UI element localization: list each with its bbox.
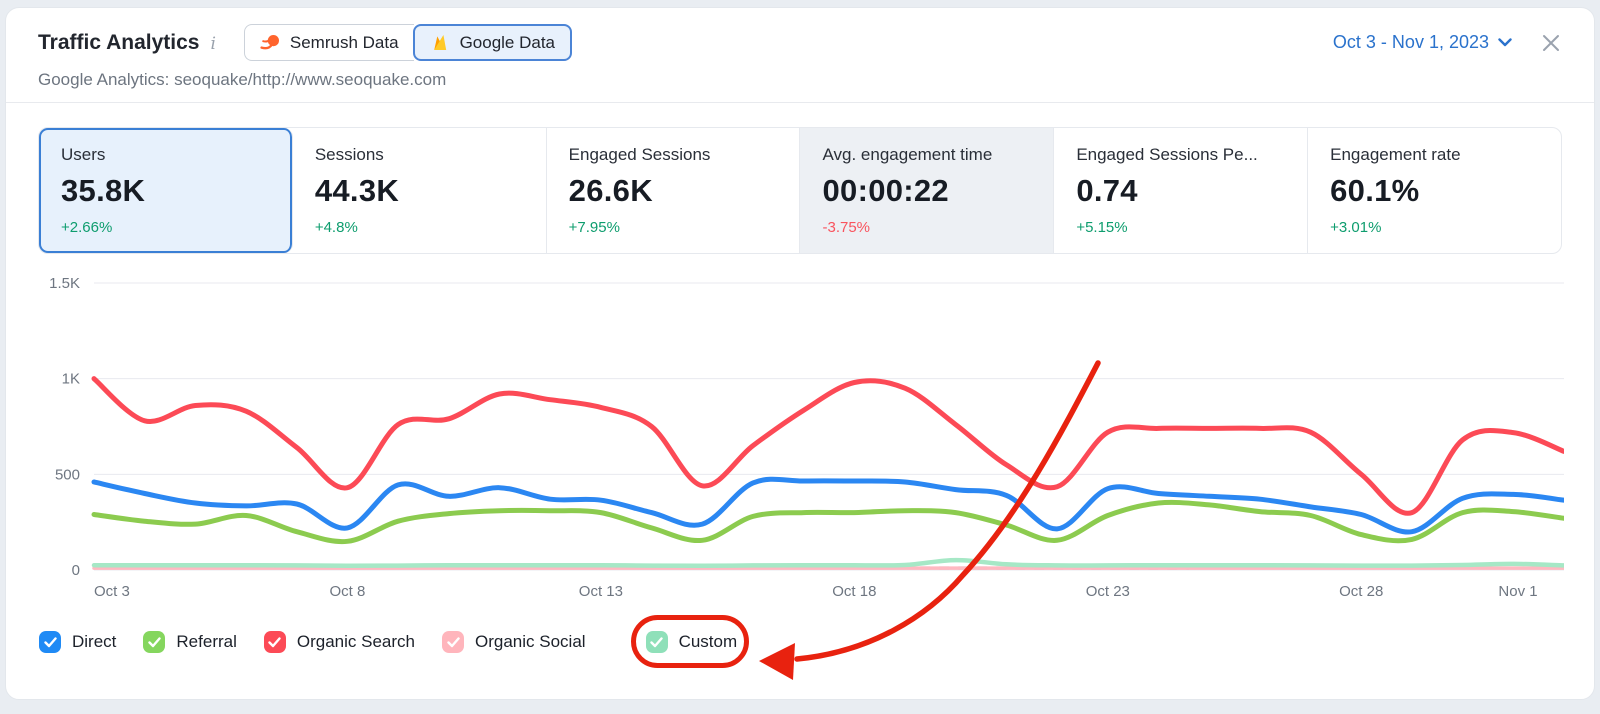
svg-text:0: 0 [72, 562, 80, 579]
metric-label: Engaged Sessions [568, 145, 711, 164]
metric-label: Users [61, 145, 106, 164]
custom-checkbox[interactable] [645, 631, 668, 653]
metric-label: Engaged Sessions Pe... [1076, 145, 1258, 164]
metric-card-users[interactable]: Users 35.8K +2.66% [39, 128, 293, 253]
ga-property-subtitle: Google Analytics: seoquake/http://www.se… [38, 70, 447, 89]
legend-label: Organic Search [296, 632, 415, 651]
metric-card-avg-engagement-time[interactable]: Avg. engagement time 00:00:22 -3.75% [800, 128, 1055, 253]
google-data-button[interactable]: Google Data [412, 24, 573, 61]
date-range-selector[interactable]: Oct 3 - Nov 1, 2023 [1333, 32, 1512, 53]
legend-item-custom[interactable]: Custom [630, 615, 750, 668]
legend-label: Direct [72, 632, 117, 651]
metric-cards-row: Users 35.8K +2.66% Sessions 44.3K +4.8% … [38, 127, 1562, 254]
metric-card-engagement-rate[interactable]: Engagement rate 60.1% +3.01% [1308, 128, 1561, 253]
info-icon[interactable]: i [210, 33, 216, 54]
line-chart-canvas: 0 500 1K 1.5K Oct 3 Oct 8 Oct 13 Oct 18 Oct 23 Oc… [49, 275, 1567, 600]
metric-value: 60.1% [1330, 173, 1420, 208]
metric-delta: +7.95% [568, 219, 620, 236]
firebase-flame-icon [430, 33, 450, 53]
google-data-label: Google Data [459, 32, 556, 52]
legend-label: Organic Social [475, 632, 586, 651]
legend-item-organic-search[interactable]: Organic Search [263, 631, 415, 653]
panel-content: Users 35.8K +2.66% Sessions 44.3K +4.8% … [6, 103, 1594, 668]
date-range-label: Oct 3 - Nov 1, 2023 [1332, 32, 1489, 52]
chevron-down-icon [1498, 38, 1512, 47]
svg-text:1K: 1K [62, 371, 80, 388]
legend-label: Custom [678, 632, 738, 651]
svg-text:1.5K: 1.5K [49, 275, 80, 292]
svg-text:Nov 1: Nov 1 [1498, 583, 1537, 600]
metric-card-engaged-sessions-per-user[interactable]: Engaged Sessions Pe... 0.74 +5.15% [1054, 128, 1309, 253]
traffic-analytics-panel: Traffic Analytics i Semrush Data [5, 7, 1595, 700]
legend-item-organic-social[interactable]: Organic Social [442, 631, 586, 653]
svg-text:Oct 13: Oct 13 [579, 583, 623, 600]
svg-text:500: 500 [55, 466, 80, 483]
metric-value: 35.8K [61, 173, 146, 208]
organic-search-checkbox[interactable] [263, 631, 286, 653]
chart-legend: Direct Referral Organic Search Organic S… [38, 605, 1562, 668]
legend-label: Referral [176, 632, 237, 651]
svg-text:Oct 3: Oct 3 [94, 583, 130, 600]
panel-header: Traffic Analytics i Semrush Data [6, 8, 1594, 103]
metric-delta: +4.8% [314, 219, 358, 236]
legend-item-referral[interactable]: Referral [143, 631, 237, 653]
metric-label: Sessions [314, 145, 384, 164]
metric-delta: +3.01% [1330, 219, 1382, 236]
metric-label: Avg. engagement time [822, 145, 993, 164]
metric-delta: +5.15% [1076, 219, 1128, 236]
metric-value: 26.6K [568, 173, 653, 208]
svg-text:Oct 18: Oct 18 [832, 583, 876, 600]
metric-delta: -3.75% [822, 219, 871, 236]
organic-social-checkbox[interactable] [442, 631, 464, 653]
semrush-logo-icon [260, 33, 280, 53]
data-source-toggle: Semrush Data Google Data [243, 24, 573, 61]
page-title: Traffic Analytics [38, 31, 200, 54]
metric-card-engaged-sessions[interactable]: Engaged Sessions 26.6K +7.95% [547, 128, 801, 253]
metric-value: 00:00:22 [822, 173, 949, 208]
metric-label: Engagement rate [1330, 145, 1461, 164]
direct-checkbox[interactable] [39, 631, 61, 653]
metric-value: 0.74 [1076, 173, 1138, 208]
close-icon[interactable] [1540, 32, 1562, 54]
semrush-data-label: Semrush Data [289, 32, 399, 52]
metric-card-sessions[interactable]: Sessions 44.3K +4.8% [293, 128, 547, 253]
referral-checkbox[interactable] [143, 631, 166, 653]
svg-text:Oct 23: Oct 23 [1086, 583, 1130, 600]
traffic-trend-chart: 0 500 1K 1.5K Oct 3 Oct 8 Oct 13 Oct 18 Oct 23 Oc… [38, 270, 1567, 605]
legend-item-direct[interactable]: Direct [39, 631, 116, 653]
svg-text:Oct 8: Oct 8 [330, 583, 366, 600]
metric-delta: +2.66% [61, 219, 113, 236]
svg-text:Oct 28: Oct 28 [1339, 583, 1383, 600]
semrush-data-button[interactable]: Semrush Data [243, 24, 414, 61]
metric-value: 44.3K [314, 173, 400, 208]
